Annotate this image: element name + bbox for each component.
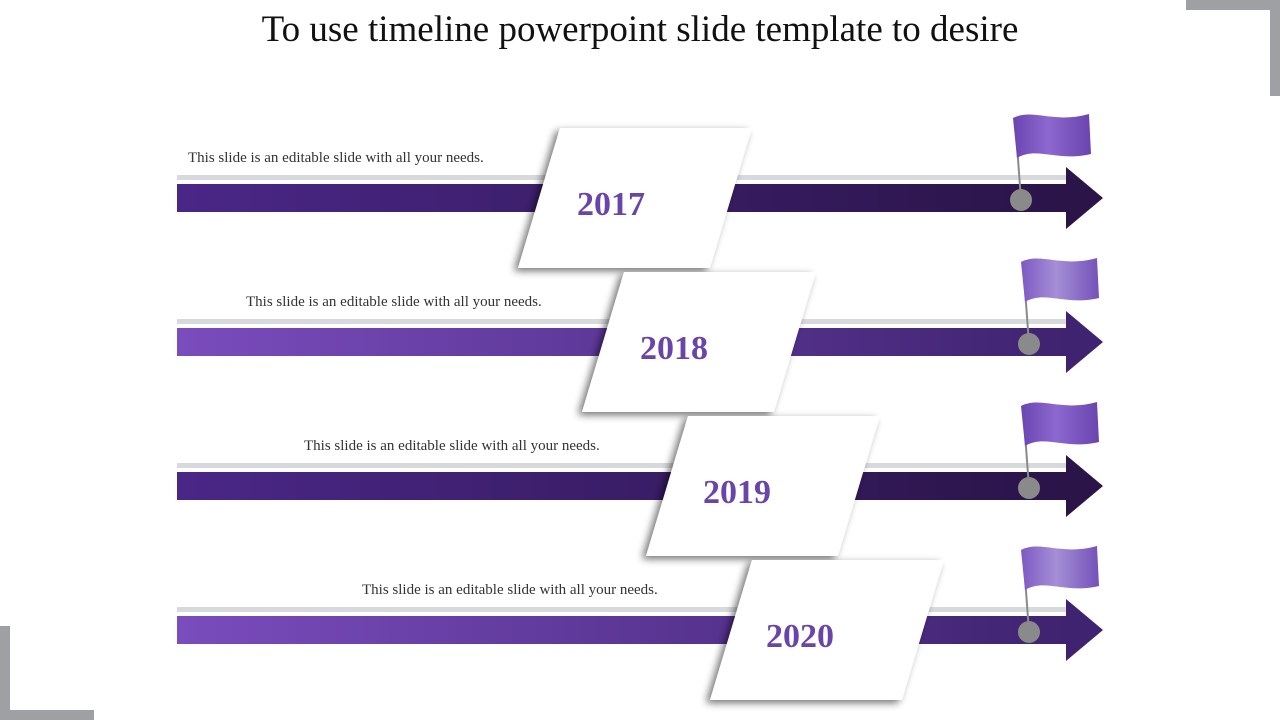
flag-knob xyxy=(1010,189,1032,211)
flag-knob xyxy=(1018,333,1040,355)
flag-icon xyxy=(1021,402,1099,446)
year-cutout xyxy=(646,416,880,556)
timeline-row xyxy=(177,258,1103,412)
timeline-row xyxy=(177,402,1103,556)
arrow-bar xyxy=(177,472,1066,500)
corner-decoration-bottom-left xyxy=(0,626,94,720)
milestone-year: 2019 xyxy=(703,474,771,511)
corner-decoration-top-right xyxy=(1186,0,1280,96)
arrow-bar xyxy=(177,616,1066,644)
flag-icon xyxy=(1021,546,1099,590)
arrow-head xyxy=(1066,311,1103,373)
arrow-head xyxy=(1066,455,1103,517)
slide-title: To use timeline powerpoint slide templat… xyxy=(261,9,1019,50)
arrow-head xyxy=(1066,167,1103,229)
arrow-head xyxy=(1066,599,1103,661)
flag-icon xyxy=(1021,258,1099,302)
year-cutout xyxy=(710,560,944,700)
milestone-caption: This slide is an editable slide with all… xyxy=(304,438,600,454)
milestone-caption: This slide is an editable slide with all… xyxy=(246,294,542,310)
milestone-year: 2017 xyxy=(577,186,645,223)
track-line xyxy=(177,463,1066,468)
milestone-caption: This slide is an editable slide with all… xyxy=(362,582,658,598)
flag-icon xyxy=(1013,114,1091,158)
flag-knob xyxy=(1018,621,1040,643)
milestone-caption: This slide is an editable slide with all… xyxy=(188,150,484,166)
timeline-rows xyxy=(177,114,1103,700)
timeline-row xyxy=(177,114,1103,268)
flag-knob xyxy=(1018,477,1040,499)
milestone-year: 2020 xyxy=(766,618,834,655)
milestone-year: 2018 xyxy=(640,330,708,367)
year-cutout xyxy=(518,128,752,268)
track-line xyxy=(177,607,1066,612)
year-cutout xyxy=(582,272,816,412)
timeline-row xyxy=(177,546,1103,700)
